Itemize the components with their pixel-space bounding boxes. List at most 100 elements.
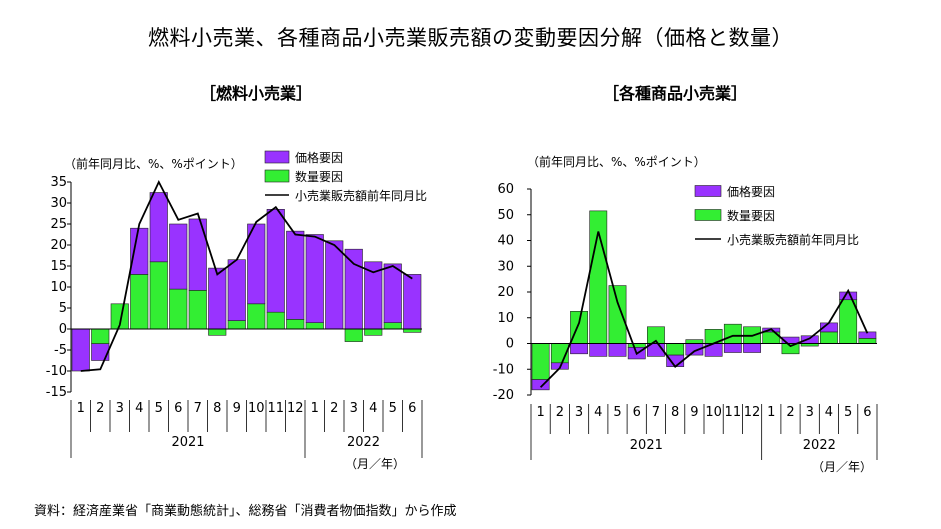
chart2-ytick-label: -20: [493, 388, 514, 403]
chart1-xtick-label: 11: [267, 401, 284, 416]
chart1-xtick-label: 4: [369, 401, 377, 416]
chart1-legend-label: 数量要因: [295, 169, 343, 184]
chart2-bar-price: [723, 343, 742, 353]
chart1-year-label: 2022: [347, 435, 380, 450]
chart1-ytick-label: 10: [50, 280, 67, 295]
chart1-legend-swatch: [264, 150, 290, 164]
chart2-legend-swatch: [694, 185, 722, 197]
chart1-bar-price: [325, 240, 344, 330]
chart1-ytick-label: -10: [46, 364, 67, 379]
chart2-xtick-label: 5: [844, 405, 852, 420]
chart2-bar-price: [589, 343, 608, 357]
chart2-ytick-label: 0: [506, 337, 514, 352]
chart2-title: ［各種商品小売業］: [603, 84, 748, 103]
chart1-xtick-label: 6: [408, 401, 416, 416]
chart1-bar-price: [344, 248, 363, 330]
chart2-xtick-label: 1: [767, 405, 775, 420]
chart2-xtick-label: 5: [613, 405, 621, 420]
chart1-bar-quantity: [149, 261, 168, 330]
chart1-ytick-label: 25: [50, 217, 67, 232]
chart1-xtick-label: 2: [96, 401, 104, 416]
chart1-xtick-label: 4: [135, 401, 143, 416]
chart1-ytick-label: 30: [50, 196, 67, 211]
chart2-bar-quantity: [858, 338, 877, 344]
chart2-bar-quantity: [723, 323, 742, 344]
chart2-xtick-label: 1: [536, 405, 544, 420]
chart1-bar-price: [208, 267, 227, 330]
chart2-bar-quantity: [531, 343, 550, 380]
chart1-xtick-label: 5: [155, 401, 163, 416]
chart1-bar-price: [305, 234, 324, 323]
chart2-ytick-label: 10: [497, 311, 514, 326]
chart1-legend-swatch: [264, 169, 290, 183]
chart1-ytick-label: 15: [50, 259, 67, 274]
chart1-ytick-label: 0: [59, 322, 67, 337]
chart2-ytick-label: 30: [497, 259, 514, 274]
chart1-line-total: [80, 179, 413, 372]
chart2-line-total: [539, 231, 869, 388]
chart2-bar-quantity: [666, 343, 685, 356]
chart1-bar-quantity: [383, 322, 402, 330]
chart1-bar-quantity: [403, 328, 422, 333]
chart1-xtick-label: 12: [287, 401, 304, 416]
chart1-bar-price: [383, 263, 402, 323]
chart1-ytick-label: 5: [59, 301, 67, 316]
chart1-xtick-label: 5: [389, 401, 397, 416]
source-note: 資料：経済産業省「商業動態統計」、総務省「消費者物価指数」から作成: [34, 504, 457, 519]
chart2-legend-label: 数量要因: [727, 208, 775, 223]
chart2-bar-quantity: [589, 210, 608, 344]
chart2-year-label: 2022: [803, 438, 836, 453]
chart2-bar-price: [839, 291, 858, 301]
chart1-xtick-label: 7: [194, 401, 202, 416]
chart1-bar-price: [169, 223, 188, 290]
chart2-xtick-label: 11: [725, 405, 742, 420]
chart2-ytick-label: -10: [493, 362, 514, 377]
chart2-bar-quantity: [820, 331, 838, 344]
chart1-xtick-label: 10: [248, 401, 265, 416]
chart1-xtick-label: 2: [330, 401, 338, 416]
chart1-bar-quantity: [305, 322, 324, 330]
chart1-bar-quantity: [91, 328, 110, 344]
chart1-xtick-label: 1: [311, 401, 319, 416]
chart2-ytick-label: 60: [497, 182, 514, 197]
chart1-bar-quantity: [130, 274, 149, 330]
chart2-xtick-label: 2: [556, 405, 564, 420]
chart2-bar-quantity: [627, 343, 646, 348]
chart1-xunit: （月／年）: [345, 457, 405, 471]
chart2-xtick-label: 4: [594, 405, 602, 420]
chart2-bar-quantity: [839, 299, 858, 344]
chart1-title: ［燃料小売業］: [200, 84, 313, 103]
chart1-ytick-label: -15: [46, 385, 67, 400]
chart1-ylabel: （前年同月比、%、%ポイント）: [64, 156, 243, 171]
chart2-legend-label: 小売業販売額前年同月比: [727, 232, 859, 247]
chart2-xtick-label: 12: [744, 405, 761, 420]
chart2-ylabel: （前年同月比、%、%ポイント）: [527, 154, 706, 169]
chart2-xtick-label: 6: [863, 405, 871, 420]
chart2-ytick-label: 50: [497, 208, 514, 223]
chart1-bar-price: [286, 230, 305, 320]
chart1-bar-price: [91, 343, 110, 361]
chart1-bar-price: [227, 259, 246, 321]
chart1-bar-price: [403, 274, 422, 330]
chart2-bar-price: [531, 379, 550, 391]
chart1-bar-quantity: [169, 288, 188, 330]
chart1-xtick-label: 8: [213, 401, 221, 416]
page-title: 燃料小売業、各種商品小売業販売額の変動要因分解（価格と数量）: [148, 26, 793, 50]
chart1-bar-price: [188, 218, 207, 291]
chart1-xtick-label: 1: [77, 401, 85, 416]
chart1-xtick-label: 9: [233, 401, 241, 416]
chart2-xtick-label: 2: [786, 405, 794, 420]
chart1-legend-label: 価格要因: [295, 150, 343, 165]
chart1-bar-price: [247, 223, 266, 305]
chart2-legend-label: 価格要因: [727, 184, 775, 199]
chart1-xtick-label: 3: [350, 401, 358, 416]
chart1-bar-quantity: [227, 320, 246, 330]
chart1-year-label: 2021: [171, 435, 204, 450]
chart1-bar-price: [266, 209, 285, 313]
chart2-year-label: 2021: [630, 438, 663, 453]
chart2-bar-price: [570, 343, 588, 355]
chart2-ytick-label: 20: [497, 285, 514, 300]
chart1-bar-quantity: [344, 328, 363, 342]
chart2-xtick-label: 3: [806, 405, 814, 420]
chart1-xtick-label: 6: [174, 401, 182, 416]
